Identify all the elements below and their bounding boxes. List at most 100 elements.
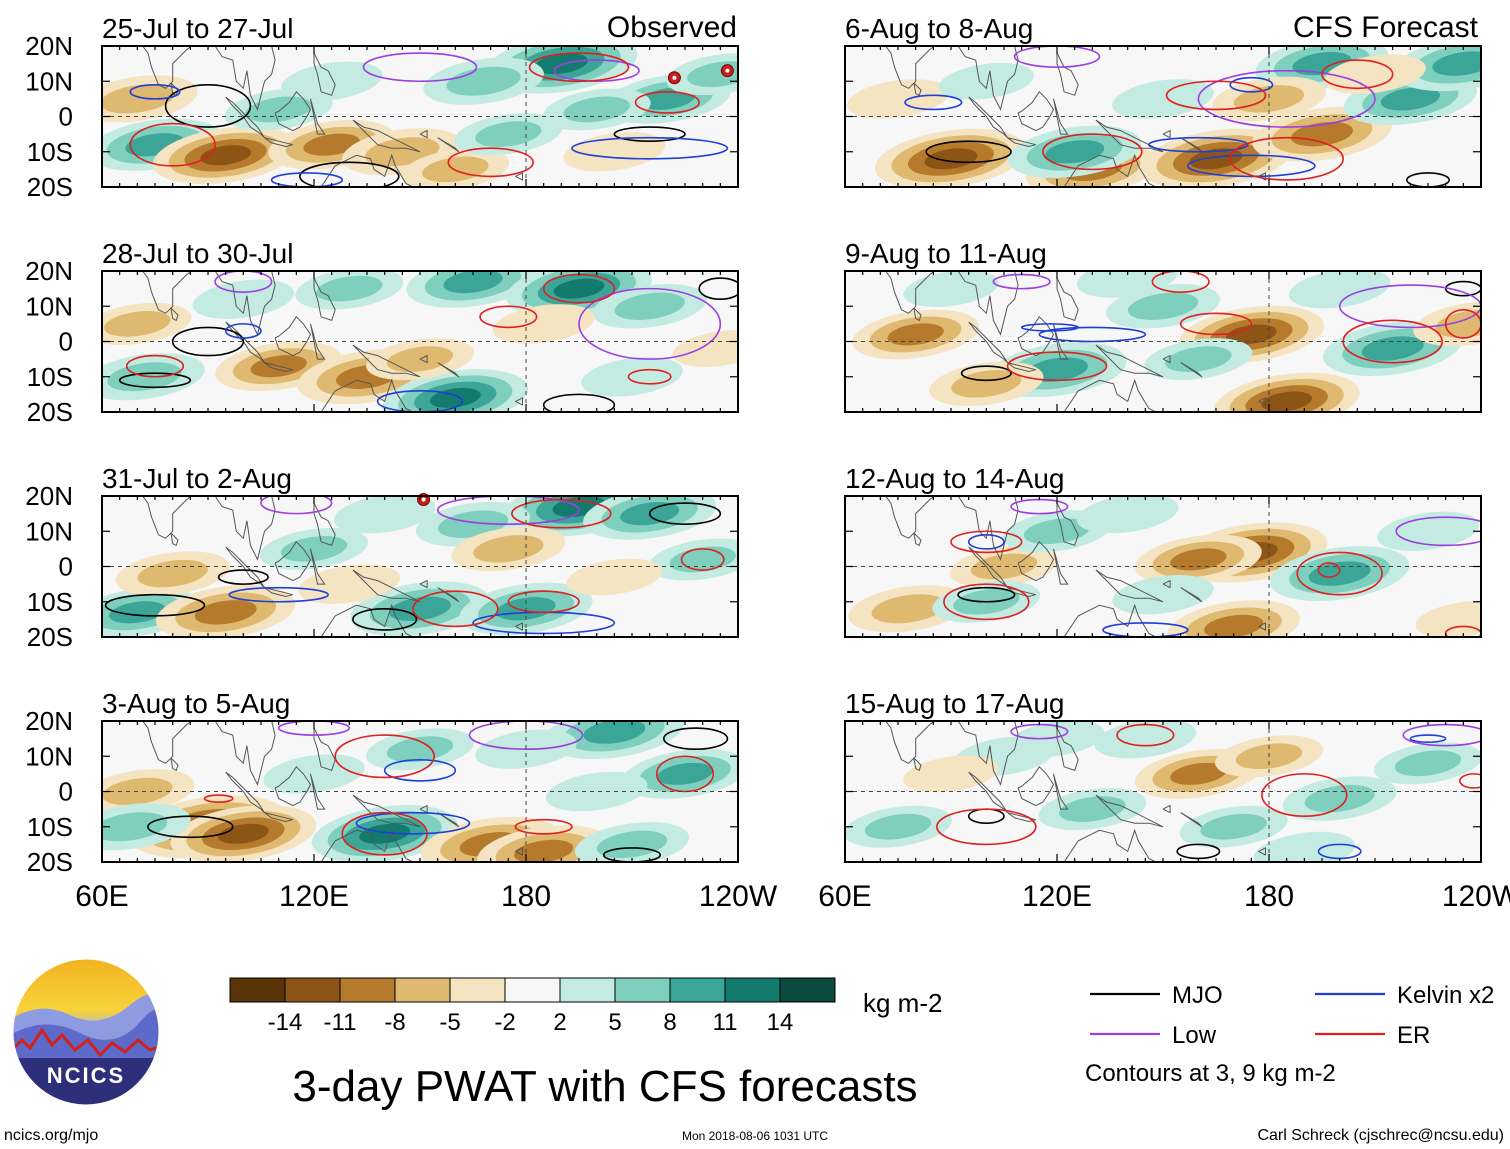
coastline xyxy=(313,277,336,322)
y-tick-label: 20N xyxy=(25,481,73,511)
x-tick-label: 180 xyxy=(501,880,551,913)
colorbar-tick-label: -14 xyxy=(268,1009,303,1036)
contour-er xyxy=(341,811,428,856)
y-tick-label: 20N xyxy=(25,256,73,286)
anomaly-field xyxy=(852,271,1481,412)
contour-kelvin xyxy=(129,83,181,100)
contour-er xyxy=(1459,773,1481,789)
anomaly-blob xyxy=(1324,54,1426,94)
coastline xyxy=(419,579,428,589)
y-tick-label: 0 xyxy=(59,327,73,357)
coastline xyxy=(1063,603,1157,637)
coastlines xyxy=(102,271,523,412)
colorbar-swatch xyxy=(339,977,396,1003)
storm-marker-eye xyxy=(672,75,677,80)
coastlines xyxy=(102,721,523,862)
coastline xyxy=(313,52,336,96)
panel: 31-Jul to 2-Aug 20N 10N 0 10S 20S xyxy=(25,463,739,652)
anomaly-blob xyxy=(1200,813,1267,840)
contour-mjo xyxy=(613,126,686,142)
colorbar-swatch xyxy=(504,977,561,1003)
contour-low xyxy=(1338,284,1481,329)
coastline xyxy=(264,587,293,598)
wave-contours xyxy=(904,46,1450,187)
coastline xyxy=(352,344,421,378)
x-tick-label: 180 xyxy=(1244,880,1294,913)
anomaly-blob xyxy=(1170,548,1227,571)
contour-kelvin xyxy=(1148,136,1249,153)
legend: MJO Kelvin x2 Low ER xyxy=(1090,982,1494,1049)
coastline xyxy=(102,496,276,561)
contour-kelvin xyxy=(1186,154,1316,178)
coastline xyxy=(310,98,326,135)
anomaly-blob xyxy=(1432,51,1481,76)
contour-er xyxy=(528,52,630,83)
x-tick-label: 60E xyxy=(818,880,871,913)
coastline xyxy=(102,46,276,111)
anomaly-blob xyxy=(245,96,312,123)
contour-kelvin xyxy=(1102,622,1189,637)
contour-er xyxy=(634,91,700,114)
y-tick-label: 10S xyxy=(27,587,73,617)
anomaly-blob xyxy=(303,133,360,156)
y-tick-label: 10N xyxy=(25,516,73,546)
y-tick-label: 20N xyxy=(25,706,73,736)
colorbar-unit: kg m-2 xyxy=(863,988,942,1018)
anomaly-blob xyxy=(1170,762,1227,785)
contour-kelvin xyxy=(571,136,729,160)
anomaly-blob xyxy=(1380,87,1440,111)
contour-kelvin xyxy=(967,533,1005,550)
coastline xyxy=(264,812,293,823)
contour-kelvin xyxy=(1229,76,1274,93)
anomaly-blob xyxy=(553,278,605,299)
wave-contours xyxy=(118,271,738,412)
legend-label: MJO xyxy=(1172,982,1223,1009)
colorbar-tick-label: 8 xyxy=(663,1009,676,1036)
y-tick-label: 20S xyxy=(27,847,73,877)
contour-er xyxy=(936,808,1037,846)
colorbar-tick-label: 2 xyxy=(553,1009,566,1036)
anomaly-blob xyxy=(1308,561,1371,586)
anomaly-blob xyxy=(887,323,944,346)
y-tick-label: 0 xyxy=(59,552,73,582)
contour-mjo xyxy=(648,502,722,525)
anomaly-blob xyxy=(864,813,932,840)
contour-er xyxy=(1261,773,1348,817)
contour-er xyxy=(129,122,216,167)
coastline xyxy=(274,766,312,807)
coastline xyxy=(1053,323,1069,360)
coastline xyxy=(1162,579,1171,589)
anomaly-field xyxy=(845,721,1481,862)
coastline xyxy=(1063,378,1157,412)
contour-er xyxy=(655,755,715,793)
footer-credit: Carl Schreck (cjschrec@ncsu.edu) xyxy=(1257,1127,1504,1144)
contour-kelvin xyxy=(1020,323,1080,332)
anomaly-blob xyxy=(924,148,978,170)
anomaly-blob xyxy=(1094,721,1197,759)
coastline xyxy=(320,603,414,637)
panel: 15-Aug to 17-Aug20N10N010S20S60E120E1801… xyxy=(818,688,1510,913)
coastline xyxy=(419,354,428,364)
anomaly-blob xyxy=(1435,310,1481,338)
y-tick-label: 20S xyxy=(27,172,73,202)
panel-period-label: 28-Jul to 30-Jul xyxy=(102,238,293,269)
coastline xyxy=(352,119,421,153)
anomaly-blob xyxy=(951,370,1022,398)
coastline xyxy=(1007,362,1036,373)
coastline xyxy=(913,532,922,547)
coastline xyxy=(225,321,265,363)
y-tick-label: 10N xyxy=(25,741,73,771)
anomaly-blob xyxy=(566,558,662,596)
y-tick-label: 10N xyxy=(25,66,73,96)
x-tick-label: 60E xyxy=(75,880,128,913)
contour-mjo xyxy=(352,607,418,631)
anomaly-blob xyxy=(871,594,946,624)
colorbar: -14 -11 -8 -5 -2 2 5 8 11 14 xyxy=(229,977,836,1036)
coastline xyxy=(1053,773,1069,810)
anomaly-blob xyxy=(102,84,175,114)
contour-kelvin xyxy=(904,94,963,111)
coastline xyxy=(437,812,460,828)
contour-er xyxy=(1179,312,1253,336)
